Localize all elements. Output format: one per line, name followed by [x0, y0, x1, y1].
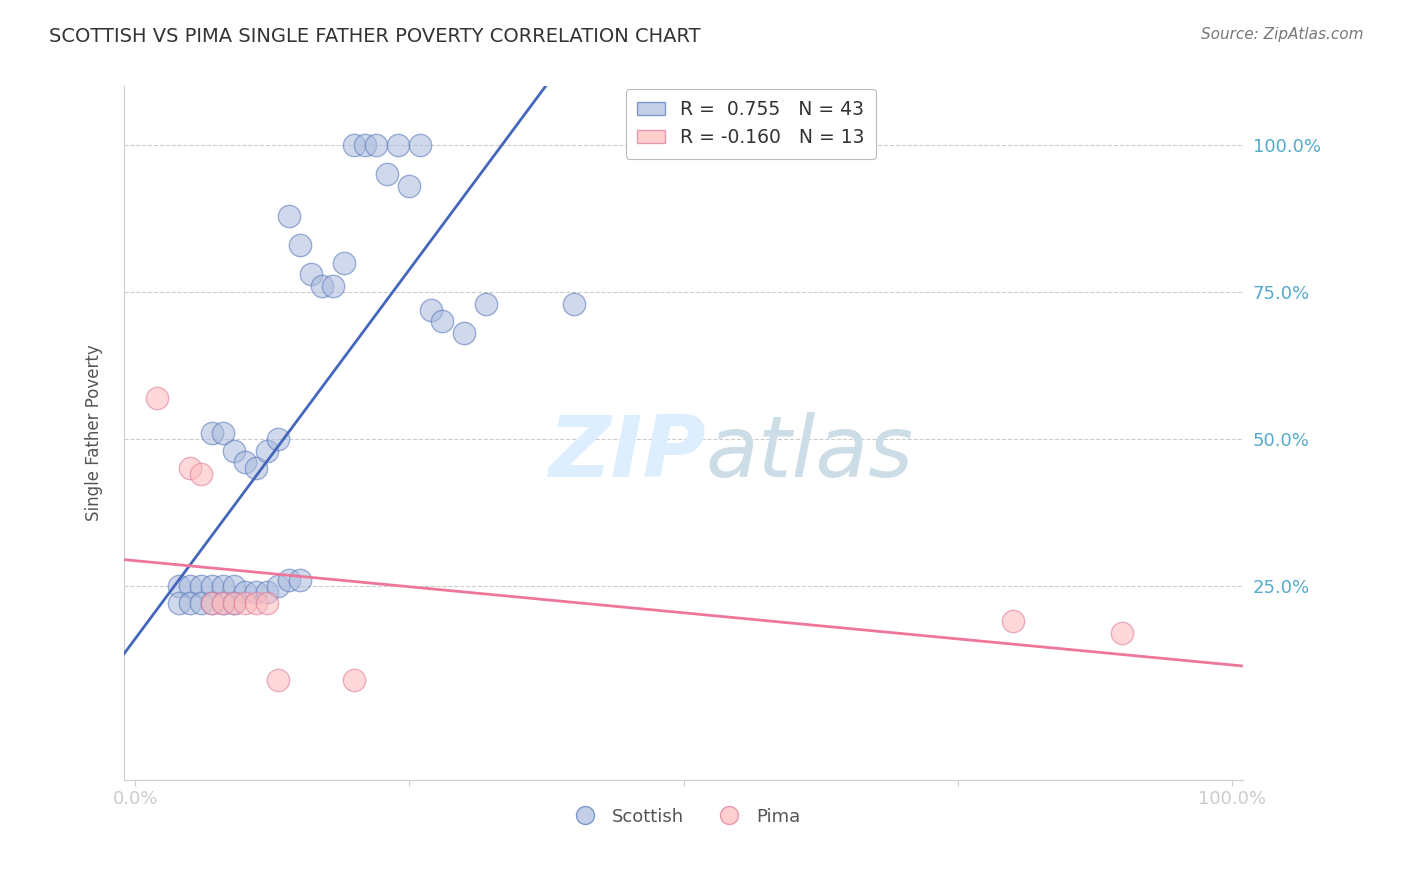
Point [245, 584, 267, 599]
Point [311, 279, 333, 293]
Point [322, 279, 344, 293]
Point [222, 443, 245, 458]
Point [222, 579, 245, 593]
Point [212, 596, 235, 610]
Point [562, 297, 585, 311]
Legend: Scottish, Pima: Scottish, Pima [560, 800, 807, 833]
Point [377, 168, 399, 182]
Point [179, 579, 201, 593]
Point [420, 302, 443, 317]
Point [267, 579, 290, 593]
Point [256, 596, 278, 610]
Point [387, 138, 409, 153]
Point [398, 179, 420, 194]
Point [277, 209, 299, 223]
Point [190, 596, 212, 610]
Point [453, 326, 475, 340]
Text: Source: ZipAtlas.com: Source: ZipAtlas.com [1201, 27, 1364, 42]
Point [475, 297, 498, 311]
Point [332, 255, 354, 269]
Point [299, 268, 322, 282]
Point [201, 596, 224, 610]
Point [222, 596, 245, 610]
Point [354, 138, 377, 153]
Point [366, 138, 388, 153]
Point [212, 596, 235, 610]
Point [409, 138, 432, 153]
Y-axis label: Single Father Poverty: Single Father Poverty [86, 344, 103, 521]
Point [190, 467, 212, 482]
Point [167, 579, 190, 593]
Point [233, 584, 256, 599]
Point [179, 461, 201, 475]
Text: atlas: atlas [706, 412, 914, 495]
Point [190, 579, 212, 593]
Point [343, 138, 366, 153]
Point [245, 596, 267, 610]
Point [277, 573, 299, 587]
Point [256, 584, 278, 599]
Point [245, 461, 267, 475]
Text: ZIP: ZIP [548, 412, 706, 495]
Point [201, 596, 224, 610]
Point [256, 443, 278, 458]
Point [288, 573, 311, 587]
Point [201, 425, 224, 440]
Point [432, 314, 454, 328]
Point [167, 596, 190, 610]
Point [343, 673, 366, 687]
Point [146, 391, 169, 405]
Text: SCOTTISH VS PIMA SINGLE FATHER POVERTY CORRELATION CHART: SCOTTISH VS PIMA SINGLE FATHER POVERTY C… [49, 27, 700, 45]
Point [267, 673, 290, 687]
Point [1111, 625, 1133, 640]
Point [233, 596, 256, 610]
Point [179, 596, 201, 610]
Point [201, 579, 224, 593]
Point [222, 596, 245, 610]
Point [212, 579, 235, 593]
Point [1001, 614, 1024, 628]
Point [288, 238, 311, 252]
Point [267, 432, 290, 446]
Point [212, 425, 235, 440]
Point [233, 455, 256, 469]
